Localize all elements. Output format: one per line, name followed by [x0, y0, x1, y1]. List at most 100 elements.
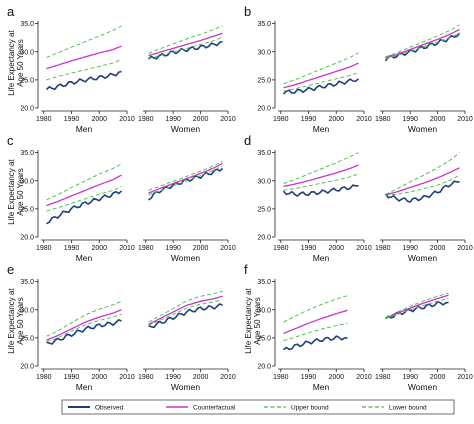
y-tick-label: 30.0: [20, 178, 34, 185]
y-axis-label-line1: Life Expectancy at: [244, 288, 253, 354]
series-line-lower-bound-women: [385, 298, 449, 320]
series-line-counterfactual-women: [148, 162, 223, 194]
x-tick-label: 1990: [301, 245, 317, 252]
x-tick-label: 1990: [301, 116, 317, 123]
x-axis-label-women: Women: [408, 124, 437, 134]
series-line-upper-bound-men: [46, 163, 122, 201]
y-tick-label: 35.0: [257, 150, 271, 157]
x-tick-label: 2000: [193, 116, 209, 123]
series-line-counterfactual-women: [385, 294, 449, 319]
series-line-observed-men: [46, 318, 122, 345]
series-line-lower-bound-men: [46, 59, 122, 81]
x-tick-label: 2010: [356, 374, 372, 381]
y-tick-label: 20.0: [257, 364, 271, 371]
panel-letter-e: e: [7, 262, 14, 277]
x-tick-label: 1980: [273, 374, 289, 381]
x-axis-label-men: Men: [76, 124, 93, 134]
y-tick-label: 25.0: [257, 77, 271, 84]
series-line-counterfactual-women: [385, 167, 460, 196]
series-line-upper-bound-men: [283, 152, 359, 185]
x-tick-label: 1980: [36, 374, 52, 381]
x-tick-label: 2010: [119, 116, 135, 123]
y-axis-label-line2: Age 50 Years: [16, 297, 25, 345]
x-tick-label: 2010: [457, 116, 473, 123]
series-line-upper-bound-women: [385, 152, 460, 195]
series-line-upper-bound-women: [385, 292, 449, 319]
series-line-upper-bound-women: [385, 24, 460, 58]
x-axis-label-men: Men: [313, 382, 330, 392]
y-tick-label: 35.0: [20, 150, 34, 157]
series-line-lower-bound-women: [148, 165, 223, 196]
x-tick-label: 2000: [328, 374, 344, 381]
x-tick-label: 1990: [64, 116, 80, 123]
y-axis-label-line1: Life Expectancy at: [7, 30, 16, 96]
x-axis-label-men: Men: [76, 253, 93, 263]
y-tick-label: 25.0: [20, 77, 34, 84]
series-line-lower-bound-men: [283, 173, 359, 191]
series-line-observed-women: [147, 40, 223, 60]
y-axis-label-line1: Life Expectancy at: [7, 159, 16, 225]
x-tick-label: 2010: [457, 245, 473, 252]
series-line-counterfactual-men: [46, 309, 122, 341]
x-tick-label: 2010: [220, 374, 236, 381]
series-line-upper-bound-men: [46, 300, 122, 337]
x-tick-label: 1990: [64, 245, 80, 252]
y-tick-label: 25.0: [257, 335, 271, 342]
x-tick-label: 1990: [165, 245, 181, 252]
panel-letter-f: f: [244, 262, 248, 277]
series-line-observed-women: [384, 300, 449, 320]
y-tick-label: 30.0: [20, 49, 34, 56]
series-line-counterfactual-men: [283, 164, 359, 188]
series-line-counterfactual-women: [148, 32, 223, 57]
x-tick-label: 1980: [273, 116, 289, 123]
x-tick-label: 2000: [430, 116, 446, 123]
x-tick-label: 1990: [402, 245, 418, 252]
series-line-lower-bound-men: [46, 185, 122, 212]
x-tick-label: 1990: [64, 374, 80, 381]
y-tick-label: 35.0: [257, 279, 271, 286]
x-axis-label-women: Women: [171, 382, 200, 392]
series-line-counterfactual-women: [385, 28, 460, 59]
x-tick-label: 1990: [165, 116, 181, 123]
x-tick-label: 2000: [328, 245, 344, 252]
series-line-observed-men: [46, 190, 123, 225]
series-line-lower-bound-men: [283, 322, 348, 342]
x-tick-label: 2010: [356, 245, 372, 252]
series-line-upper-bound-men: [283, 52, 359, 85]
y-tick-label: 20.0: [20, 235, 34, 242]
series-line-observed-women: [148, 167, 224, 201]
legend-label-lower-bound: Lower bound: [389, 404, 427, 411]
x-tick-label: 1980: [138, 374, 154, 381]
x-tick-label: 2010: [220, 116, 236, 123]
series-line-lower-bound-men: [46, 313, 122, 343]
x-tick-label: 1980: [138, 116, 154, 123]
legend-label-counterfactual: Counterfactual: [193, 404, 236, 411]
series-line-upper-bound-women: [148, 290, 223, 323]
series-line-observed-women: [384, 180, 460, 203]
series-line-observed-men: [283, 335, 348, 351]
y-tick-label: 35.0: [20, 21, 34, 28]
x-axis-label-men: Men: [313, 124, 330, 134]
x-tick-label: 1990: [301, 374, 317, 381]
y-tick-label: 20.0: [257, 106, 271, 113]
y-tick-label: 25.0: [257, 206, 271, 213]
series-line-counterfactual-men: [46, 45, 122, 70]
x-tick-label: 2000: [91, 116, 107, 123]
y-axis-label-line2: Age 50 Years: [16, 39, 25, 87]
x-axis-label-men: Men: [76, 382, 93, 392]
y-axis-label-line2: Age 50 Years: [253, 297, 262, 345]
x-tick-label: 2000: [91, 374, 107, 381]
series-line-upper-bound-men: [283, 295, 348, 323]
panel-letter-b: b: [244, 4, 251, 19]
x-axis-label-women: Women: [408, 253, 437, 263]
x-tick-label: 2000: [430, 374, 446, 381]
series-line-observed-men: [282, 78, 360, 95]
x-tick-label: 1980: [375, 245, 391, 252]
y-tick-label: 25.0: [20, 206, 34, 213]
x-axis-label-women: Women: [171, 253, 200, 263]
x-tick-label: 1990: [402, 116, 418, 123]
legend-label-upper-bound: Upper bound: [291, 404, 329, 411]
panel-letter-a: a: [7, 4, 15, 19]
y-tick-label: 20.0: [257, 235, 271, 242]
legend-label-observed: Observed: [95, 404, 124, 411]
